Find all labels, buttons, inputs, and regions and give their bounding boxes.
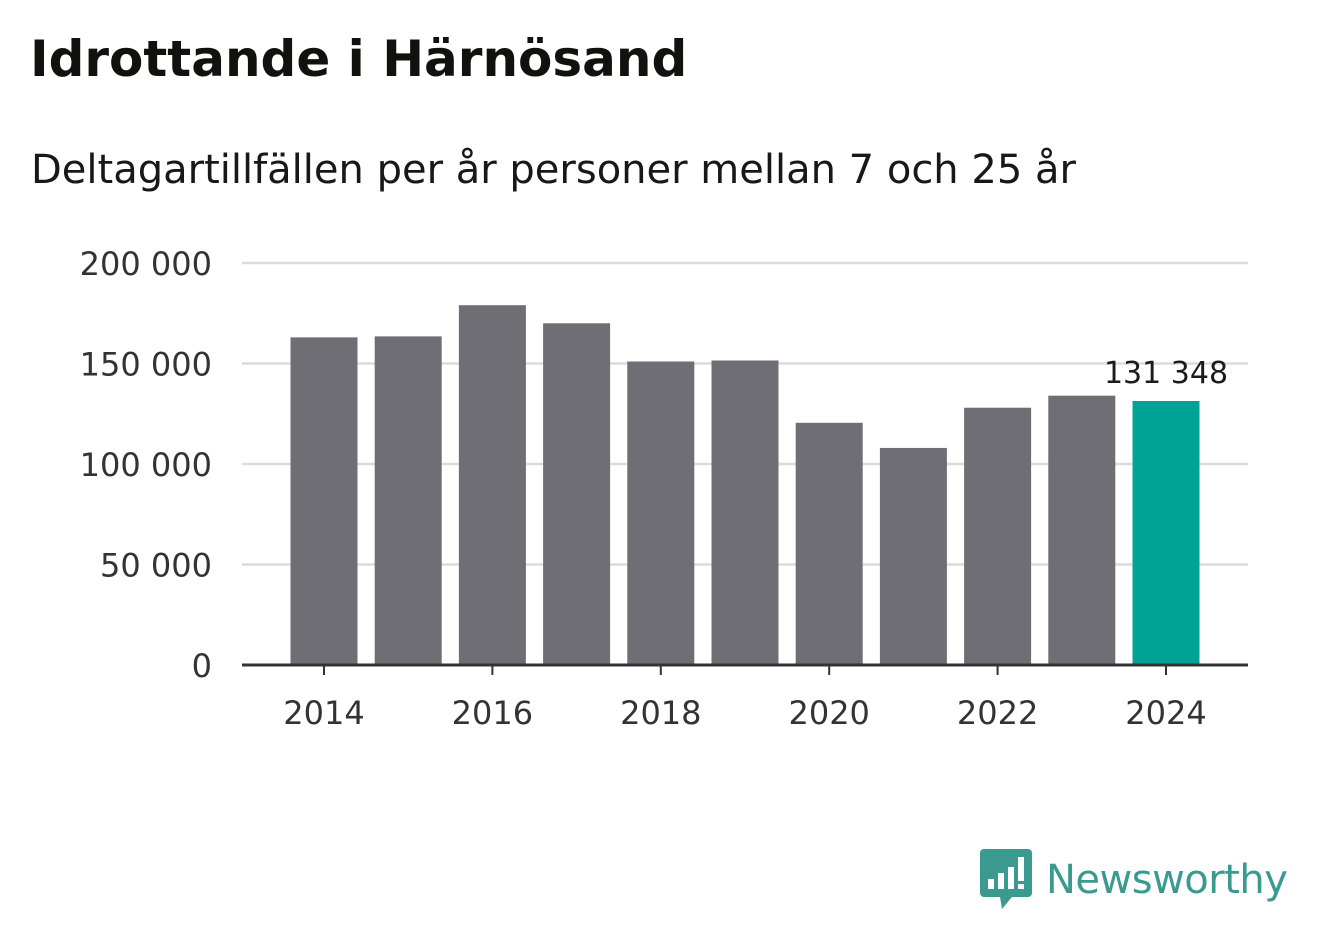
bar	[543, 323, 611, 665]
y-tick-label: 150 000	[80, 346, 212, 384]
brand: Newsworthy	[980, 847, 1288, 913]
x-tick-label: 2020	[788, 694, 869, 732]
bar	[1048, 395, 1116, 665]
y-tick-label: 50 000	[100, 547, 212, 585]
x-tick-label: 2014	[283, 694, 364, 732]
bar	[290, 337, 358, 665]
bar	[795, 422, 863, 665]
bar	[374, 336, 442, 665]
y-tick-label: 0	[192, 647, 212, 685]
chart-subtitle: Deltagartillfällen per år personer mella…	[31, 147, 1076, 193]
bar	[458, 305, 526, 665]
data-label: 131 348	[1104, 356, 1228, 391]
x-tick-label: 2024	[1125, 694, 1206, 732]
bar	[711, 360, 779, 665]
y-tick-label: 200 000	[80, 245, 212, 283]
x-tick-label: 2022	[957, 694, 1038, 732]
bar	[627, 361, 695, 665]
y-tick-label: 100 000	[80, 446, 212, 484]
bar	[964, 407, 1032, 665]
bar	[879, 447, 947, 665]
x-tick-label: 2016	[452, 694, 533, 732]
brand-name: Newsworthy	[1046, 857, 1288, 903]
newsworthy-logo-icon	[980, 849, 1032, 909]
chart-title: Idrottande i Härnösand	[30, 30, 688, 88]
x-tick-label: 2018	[620, 694, 701, 732]
bar-highlight	[1132, 400, 1200, 665]
bar-chart: 0 50 000 100 000 150 000 200 000 131 348 2014 2…	[80, 245, 1248, 732]
